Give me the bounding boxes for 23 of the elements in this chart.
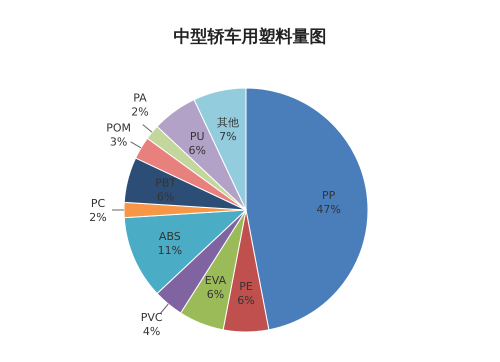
data-label: 6% xyxy=(237,294,255,307)
slice-label: PC xyxy=(90,197,106,210)
data-label: 2% xyxy=(89,211,107,224)
data-label: 2% xyxy=(131,106,149,119)
data-label: 47% xyxy=(316,203,341,216)
slice-label: POM xyxy=(106,122,132,135)
slice-label: 其他 xyxy=(216,116,239,130)
data-label: 6% xyxy=(206,288,224,302)
data-label: 6% xyxy=(188,144,206,157)
slice-label: PE xyxy=(239,280,253,293)
data-label: 7% xyxy=(219,130,237,144)
data-label: 3% xyxy=(110,136,128,149)
slice-label: PBT xyxy=(155,176,176,190)
slice-label: EVA xyxy=(204,274,227,288)
data-label: 4% xyxy=(142,325,160,338)
slice-label: PU xyxy=(190,130,205,143)
chart-title: 中型轿车用塑料量图 xyxy=(174,26,326,47)
slice-label: PVC xyxy=(140,311,163,324)
slice-label: ABS xyxy=(158,230,181,243)
slice-label: PP xyxy=(322,189,336,202)
slice-label: PA xyxy=(133,92,148,105)
data-label: 6% xyxy=(156,190,174,204)
data-label: 11% xyxy=(158,244,182,257)
